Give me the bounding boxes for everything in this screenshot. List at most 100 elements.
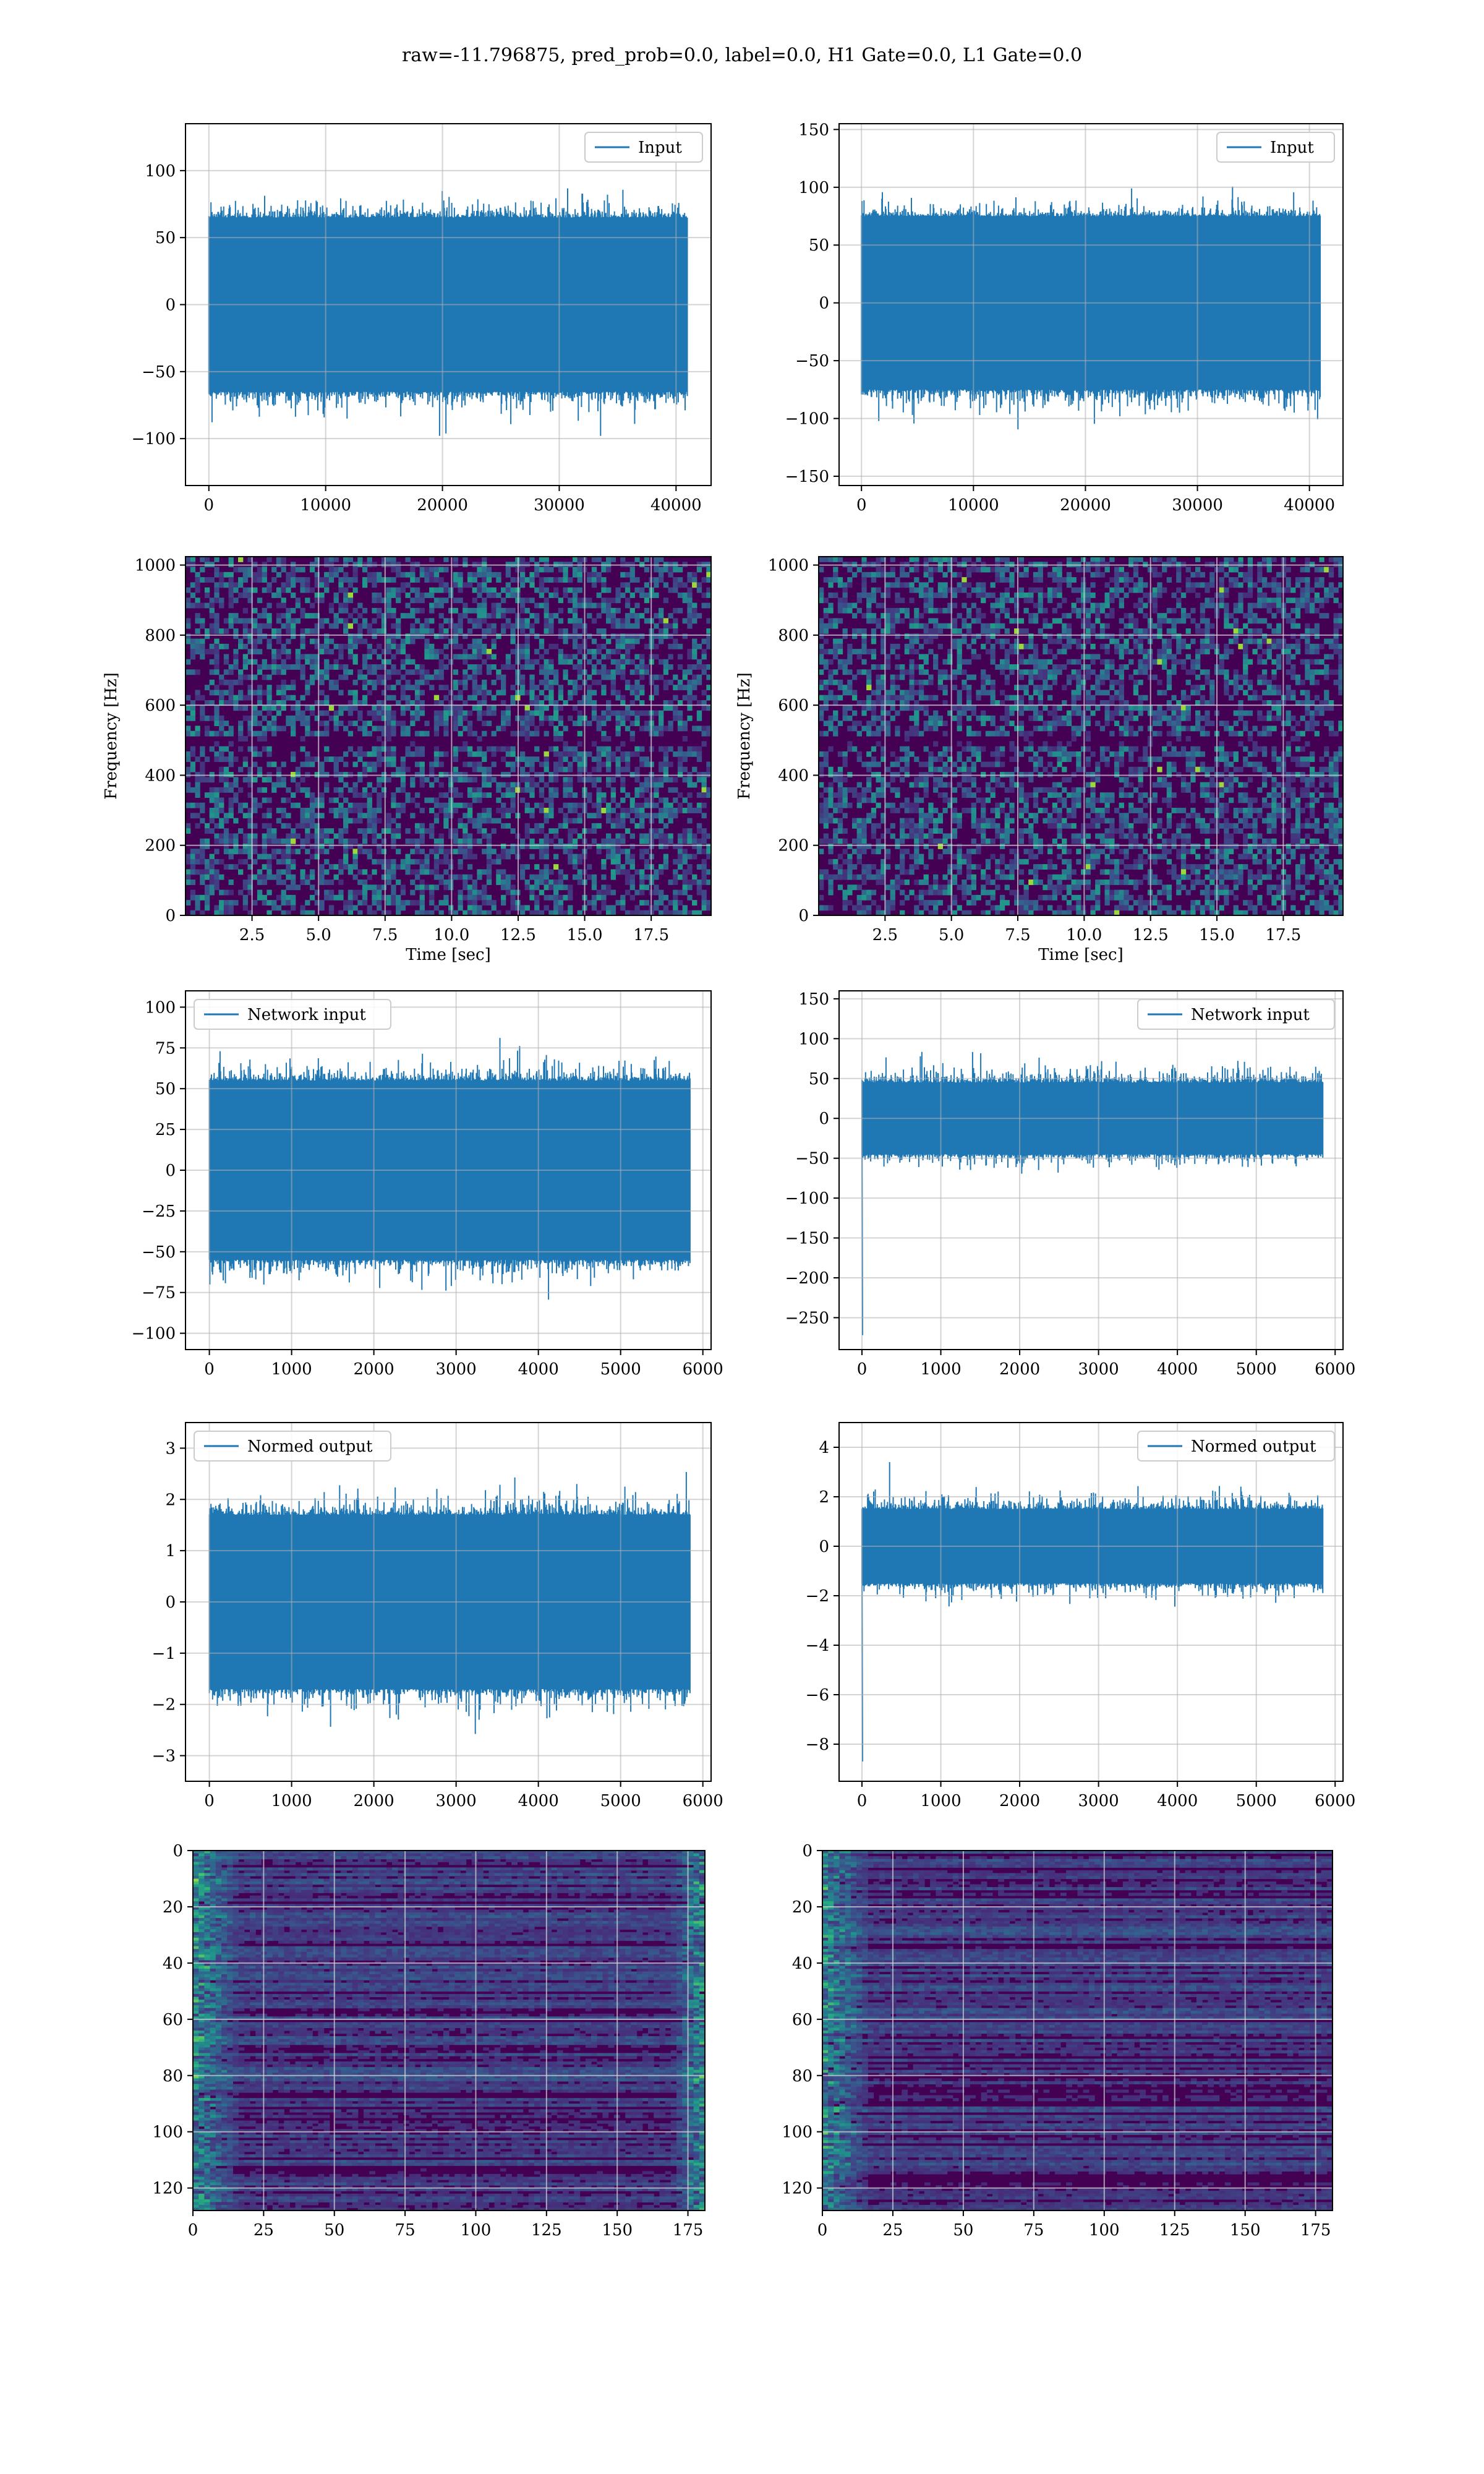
spectrogram-cell	[472, 838, 477, 844]
spectrogram-cell	[200, 567, 205, 573]
spectrogram-cell	[414, 618, 420, 624]
spectrogram-cell	[548, 613, 554, 619]
spectrogram-cell	[639, 669, 645, 675]
spectrogram-cell	[200, 638, 205, 644]
spectrogram-cell	[348, 638, 354, 644]
spectrogram-cell	[577, 557, 582, 562]
spectrogram-cell	[257, 567, 263, 573]
spectrogram-cell	[1305, 587, 1310, 593]
spectrogram-cell	[267, 823, 272, 829]
spectrogram-cell	[314, 613, 320, 619]
spectrogram-cell	[1328, 593, 1334, 598]
spectrogram-cell	[381, 674, 387, 680]
spectrogram-cell	[629, 567, 635, 573]
spectrogram-cell	[343, 761, 349, 768]
spectrogram-cell	[338, 567, 344, 573]
spectrogram-cell	[295, 766, 301, 773]
spectrogram-cell	[209, 597, 215, 604]
spectrogram-cell	[209, 730, 215, 737]
spectrogram-cell	[386, 818, 391, 824]
spectrogram-cell	[482, 721, 487, 727]
spectrogram-cell	[328, 894, 335, 901]
spectrogram-cell	[819, 633, 824, 640]
spectrogram-cell	[1018, 618, 1025, 624]
spectrogram-cell	[328, 607, 335, 614]
spectrogram-cell	[539, 777, 545, 783]
spectrogram-cell	[1138, 587, 1143, 593]
spectrogram-cell	[553, 777, 559, 783]
spectrogram-cell	[463, 557, 468, 562]
spectrogram-cell	[276, 874, 282, 880]
spectrogram-cell	[367, 623, 372, 629]
spectrogram-cell	[242, 802, 249, 808]
spectrogram-cell	[367, 761, 372, 768]
spectrogram-cell	[577, 880, 582, 885]
spectrogram-cell	[1261, 593, 1268, 598]
spectrogram-cell	[1295, 649, 1301, 655]
spectrogram-cell	[482, 818, 487, 824]
spectrogram-cell	[367, 571, 372, 578]
spectrogram-cell	[918, 643, 924, 649]
spectrogram-cell	[305, 761, 310, 768]
spectrogram-cell	[577, 700, 582, 706]
spectrogram-cell	[190, 710, 196, 716]
spectrogram-cell	[1138, 633, 1143, 640]
spectrogram-cell	[1257, 597, 1263, 604]
spectrogram-cell	[233, 654, 239, 660]
spectrogram-cell	[568, 690, 573, 696]
spectrogram-cell	[529, 597, 535, 604]
spectrogram-cell	[424, 618, 430, 624]
spectrogram-cell	[663, 910, 669, 915]
spectrogram-cell	[1090, 643, 1096, 649]
spectrogram-cell	[659, 844, 664, 849]
spectrogram-cell	[615, 715, 621, 721]
spectrogram-cell	[429, 889, 435, 896]
spectrogram-cell	[291, 864, 296, 870]
spectrogram-cell	[305, 721, 310, 727]
spectrogram-cell	[352, 751, 358, 757]
spectrogram-cell	[377, 628, 382, 634]
spectrogram-cell	[548, 910, 554, 915]
spectrogram-cell	[214, 669, 220, 675]
spectrogram-cell	[419, 633, 425, 640]
spectrogram-cell	[242, 593, 249, 598]
spectrogram-cell	[876, 571, 881, 578]
spectrogram-cell	[477, 823, 482, 829]
spectrogram-cell	[639, 654, 645, 660]
spectrogram-cell	[281, 894, 286, 901]
spectrogram-cell	[1224, 587, 1229, 593]
spectrogram-cell	[1328, 571, 1334, 578]
spectrogram-cell	[610, 874, 616, 880]
spectrogram-cell	[553, 587, 559, 593]
spectrogram-cell	[966, 582, 972, 588]
spectrogram-cell	[429, 674, 435, 680]
spectrogram-cell	[634, 777, 640, 783]
spectrogram-cell	[410, 700, 416, 706]
spectrogram-cell	[1133, 643, 1139, 649]
spectrogram-cell	[419, 571, 425, 578]
spectrogram-cell	[367, 818, 372, 824]
spectrogram-cell	[659, 782, 664, 788]
spectrogram-cell	[601, 736, 607, 742]
spectrogram-cell	[228, 597, 234, 604]
spectrogram-cell	[706, 695, 711, 701]
spectrogram-cell	[706, 633, 711, 640]
spectrogram-cell	[238, 679, 244, 685]
spectrogram-cell	[1119, 628, 1124, 634]
spectrogram-cell	[257, 613, 263, 619]
spectrogram-cell	[1157, 587, 1162, 593]
spectrogram-cell	[668, 654, 673, 660]
spectrogram-cell	[247, 864, 253, 870]
spectrogram-cell	[405, 602, 411, 609]
spectrogram-cell	[539, 669, 545, 675]
spectrogram-cell	[952, 623, 958, 629]
spectrogram-cell	[634, 669, 640, 675]
spectrogram-cell	[692, 685, 697, 691]
spectrogram-cell	[687, 607, 693, 614]
spectrogram-cell	[467, 618, 473, 624]
spectrogram-cell	[486, 649, 492, 655]
spectrogram-cell	[429, 685, 435, 691]
spectrogram-cell	[1205, 649, 1210, 655]
spectrogram-cell	[572, 654, 578, 660]
spectrogram-cell	[228, 741, 234, 747]
